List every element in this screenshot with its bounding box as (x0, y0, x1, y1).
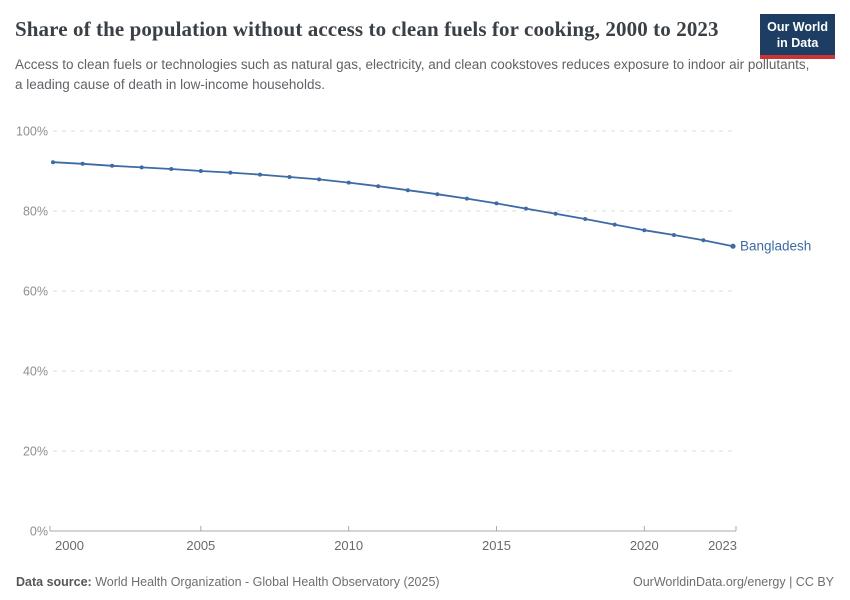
data-line[interactable] (52, 161, 734, 248)
y-axis-tick-label: 0% (30, 525, 48, 539)
data-point[interactable] (139, 165, 144, 170)
data-point[interactable] (494, 201, 499, 206)
y-axis-tick-label: 100% (16, 125, 48, 139)
chart-footer: Data source: World Health Organization -… (0, 575, 850, 589)
y-axis-tick-label: 80% (23, 205, 48, 219)
data-point[interactable] (169, 167, 174, 171)
y-axis-tick-label: 40% (23, 365, 48, 379)
chart-subtitle: Access to clean fuels or technologies su… (15, 57, 810, 92)
chart-title: Share of the population without access t… (15, 17, 719, 41)
data-point[interactable] (701, 238, 706, 243)
data-source: Data source: World Health Organization -… (16, 575, 440, 589)
data-point[interactable] (258, 172, 262, 177)
data-point[interactable] (583, 217, 588, 221)
owid-logo-line1: Our World (767, 20, 828, 34)
data-point[interactable] (346, 180, 351, 185)
owid-logo-line2: in Data (776, 36, 819, 51)
data-point[interactable] (405, 188, 410, 193)
data-point[interactable] (524, 206, 528, 211)
data-source-label: Data source: (16, 575, 92, 589)
data-point[interactable] (228, 170, 233, 175)
data-point[interactable] (730, 243, 736, 249)
x-axis-tick-label: 2020 (630, 538, 659, 553)
series-end-label[interactable]: Bangladesh (740, 239, 811, 254)
data-point[interactable] (464, 196, 469, 201)
data-point[interactable] (80, 161, 85, 166)
x-axis-tick-label: 2015 (482, 538, 511, 553)
x-axis-tick-label: 2000 (55, 538, 84, 553)
y-axis-tick-label: 20% (23, 445, 48, 459)
x-axis-tick-label: 2005 (186, 538, 215, 553)
data-point[interactable] (51, 160, 55, 165)
data-point[interactable] (317, 177, 322, 182)
data-point[interactable] (642, 228, 647, 233)
x-axis-tick-label: 2023 (708, 538, 737, 553)
owid-logo: Our World in Data (760, 14, 835, 59)
data-source-text: World Health Organization - Global Healt… (91, 575, 440, 589)
data-point[interactable] (612, 222, 617, 227)
data-point[interactable] (435, 192, 440, 197)
data-point[interactable] (376, 184, 381, 189)
chart-header: Share of the population without access t… (0, 0, 850, 94)
x-axis-tick-label: 2010 (334, 538, 363, 553)
data-point[interactable] (198, 169, 203, 173)
y-axis-tick-label: 60% (23, 285, 48, 299)
data-point[interactable] (287, 175, 292, 179)
data-point[interactable] (553, 211, 558, 216)
license-link[interactable]: OurWorldinData.org/energy | CC BY (632, 575, 834, 589)
data-point[interactable] (110, 163, 115, 168)
data-point[interactable] (671, 233, 676, 237)
